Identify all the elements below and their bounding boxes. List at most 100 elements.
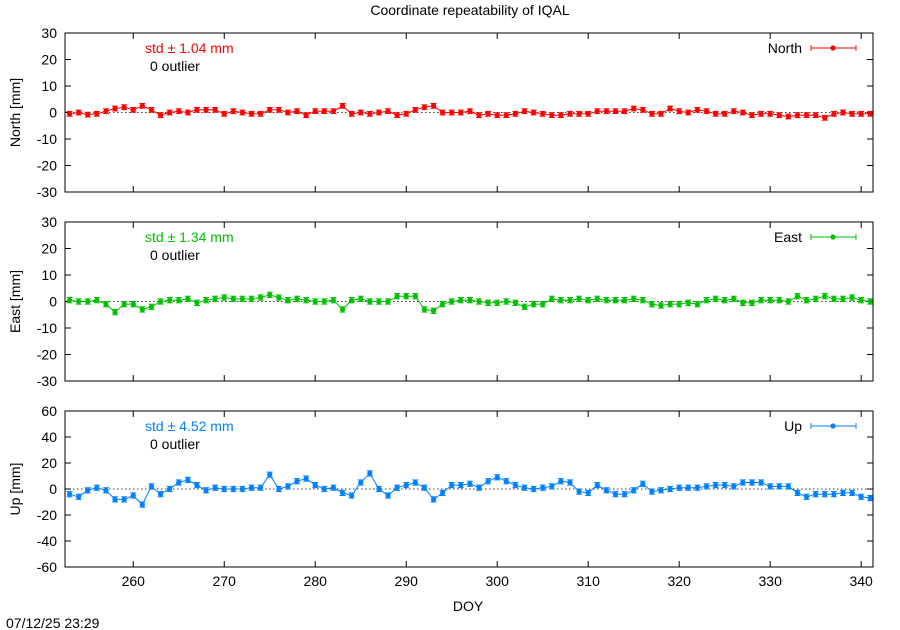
up-data-point [357,479,364,486]
east-point-marker [403,293,409,299]
north-point-marker [176,108,182,114]
north-point-marker [485,111,491,117]
up-data-point [212,484,219,491]
east-data-point [530,301,537,308]
east-point-marker [421,306,428,313]
north-plot-frame [64,32,874,193]
north-point-marker [813,112,819,118]
up-data-point [175,479,182,486]
east-point-marker [813,296,819,302]
up-point-marker [339,490,346,496]
east-point-marker [640,297,646,303]
north-data-point [667,105,674,112]
north-data-point [657,110,664,117]
up-data-point [184,476,191,483]
east-point-marker [631,296,637,302]
north-outlier-text: 0 outlier [150,58,200,74]
up-data-point [439,489,446,496]
up-data-point [748,479,755,486]
up-point-marker [649,489,655,495]
up-point-marker [267,472,273,478]
up-y-tick-label: -60 [37,559,57,575]
north-point-marker [740,109,746,116]
up-panel: -60 -40 -20 0 20 40 60 260 270 280 290 300 310 320 330… [7,403,874,589]
east-point-marker [358,296,364,302]
east-data-point [157,298,164,305]
x-tick-label: 310 [577,573,601,589]
east-point-marker [349,297,355,303]
east-data-point [385,298,392,305]
north-point-marker [230,108,236,114]
north-data-point [266,106,273,113]
chart-title: Coordinate repeatability of IQAL [370,2,569,18]
north-data-point [294,108,301,115]
north-point-marker [822,115,828,121]
up-point-marker [185,477,191,483]
up-data-point [93,484,100,491]
east-data-point [485,299,492,306]
east-point-marker [139,306,145,313]
north-point-marker [212,107,218,113]
north-data-point [703,108,710,115]
up-data-point [375,485,382,493]
north-point-marker [785,113,791,120]
north-data-point [530,109,537,116]
up-point-marker [221,486,227,492]
up-data-point [275,485,282,493]
up-point-marker [549,483,555,489]
up-point-marker [803,494,810,500]
north-point-marker [594,108,600,114]
east-point-marker [112,309,118,315]
east-point-marker [658,302,664,309]
north-point-marker [649,111,655,117]
east-data-point [739,299,746,306]
east-point-marker [130,301,136,307]
up-data-point [612,491,619,498]
east-data-point [357,295,364,302]
up-data-point [703,483,710,490]
east-point-marker [549,296,555,302]
north-data-point [758,110,765,117]
east-data-point [812,295,819,302]
north-data-point [394,112,401,119]
east-data-point [93,297,100,304]
east-data-point [703,297,710,304]
up-data-point [521,484,528,491]
east-data-point [257,294,264,301]
east-point-marker [521,304,528,310]
east-data-point [266,291,273,299]
north-data-point [284,109,291,116]
up-point-marker [612,491,619,497]
x-tick-label: 330 [759,573,783,589]
up-data-point [203,487,210,494]
east-point-marker [66,297,73,303]
up-data-point [567,479,573,486]
north-data-point [557,112,564,119]
east-point-marker [276,294,282,301]
north-data-point [503,112,510,119]
east-point-marker [440,301,446,307]
north-point-marker [339,103,346,109]
north-data-point [839,109,846,116]
north-point-marker [121,104,127,110]
east-data-point [667,301,674,308]
north-data-point [157,112,164,119]
east-point-marker [849,294,855,301]
up-point-marker [349,492,355,499]
east-point-marker [558,297,564,303]
east-data-point [221,294,228,301]
up-data-point [821,491,828,498]
east-point-marker [567,297,573,303]
up-y-tick-label: 0 [49,481,57,497]
up-point-marker [685,485,691,491]
east-point-marker [148,304,155,310]
east-point-marker [767,297,773,303]
up-point-marker [849,490,855,496]
east-data-point [166,297,173,304]
east-data-point [439,301,446,308]
east-data-point [430,307,437,314]
up-point-marker [121,496,127,502]
north-point-marker [558,112,564,118]
east-point-marker [449,298,455,305]
up-data-point [139,501,146,508]
